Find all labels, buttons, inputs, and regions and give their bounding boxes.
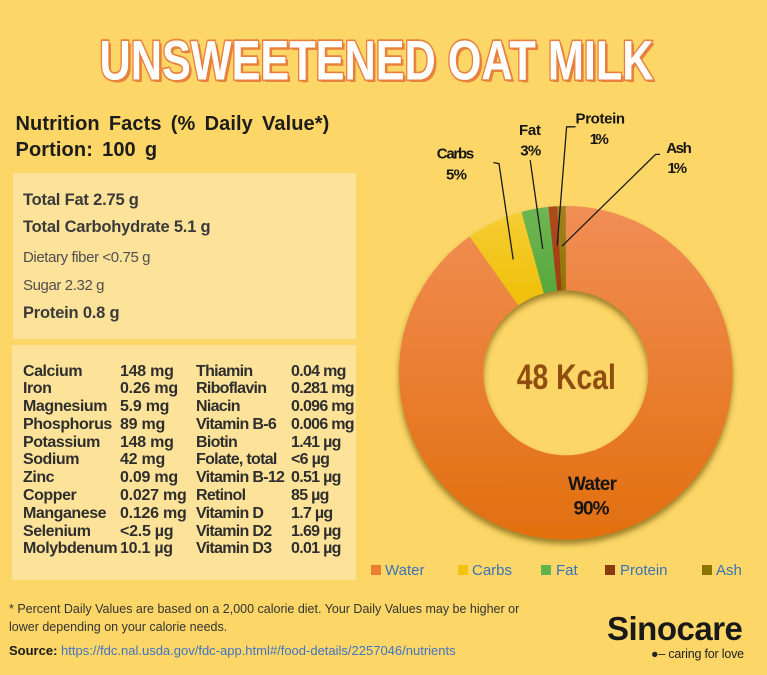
svg-text:UNSWEETENED OAT MILK: UNSWEETENED OAT MILK <box>102 31 656 94</box>
svg-text:48 Kcal: 48 Kcal <box>517 357 616 397</box>
svg-text:5%: 5% <box>446 167 467 184</box>
svg-text:90%: 90% <box>574 499 610 520</box>
svg-text:1%: 1% <box>590 131 609 148</box>
svg-text:UNSWEETENED OAT MILK: UNSWEETENED OAT MILK <box>100 29 654 92</box>
svg-text:Ash: Ash <box>666 140 692 157</box>
svg-text:1%: 1% <box>668 160 688 177</box>
svg-text:3%: 3% <box>520 142 541 159</box>
svg-text:Protein: Protein <box>576 110 626 127</box>
svg-text:Carbs: Carbs <box>437 146 475 163</box>
svg-text:Water: Water <box>568 474 618 495</box>
svg-text:Fat: Fat <box>519 122 541 139</box>
